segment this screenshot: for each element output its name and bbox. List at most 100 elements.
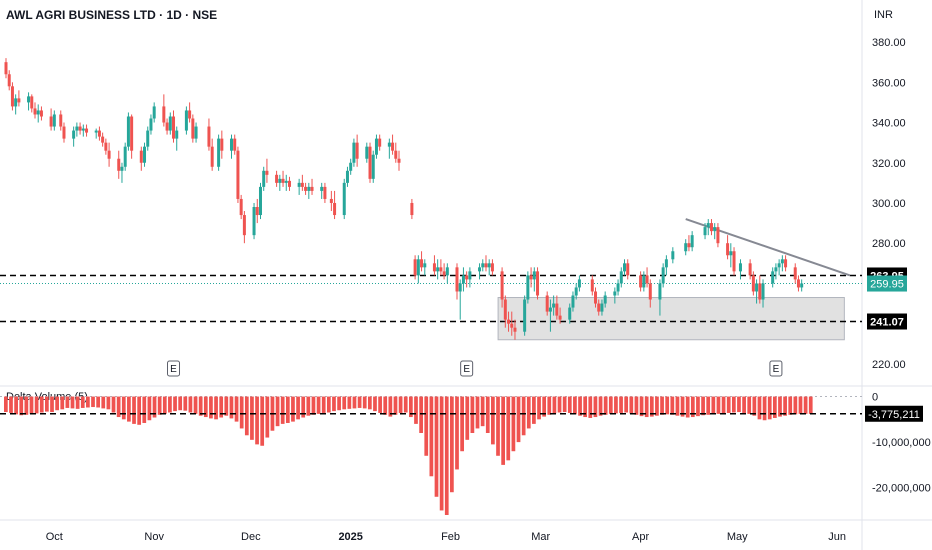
candle-body <box>416 259 420 276</box>
volume-bar <box>557 396 562 413</box>
candle-body <box>738 263 742 272</box>
candle-body <box>152 106 156 119</box>
volume-bar <box>224 396 229 416</box>
volume-bar <box>532 396 536 424</box>
candle-body <box>278 178 282 183</box>
volume-bar <box>573 396 577 415</box>
candle-body <box>233 138 237 151</box>
price-tick-label: 280.00 <box>872 238 906 250</box>
volume-bar <box>203 396 208 418</box>
volume-bar <box>460 396 464 452</box>
candle-body <box>796 279 800 288</box>
candle-body <box>713 227 717 232</box>
candle-body <box>552 303 556 308</box>
candle-body <box>4 62 8 75</box>
volume-bar <box>14 396 18 415</box>
volume-bar <box>296 396 300 420</box>
volume-bar <box>562 396 567 413</box>
volume-bar <box>378 396 382 413</box>
volume-bar <box>747 396 752 414</box>
volume-bar <box>275 396 280 427</box>
price-tick-label: 220.00 <box>872 359 906 371</box>
volume-bar <box>685 396 690 418</box>
volume-bar <box>619 396 623 413</box>
candle-body <box>793 267 797 280</box>
time-tick-label: Oct <box>46 531 63 543</box>
candle-body <box>323 186 327 199</box>
candle-body <box>255 207 259 216</box>
volume-bar <box>137 396 142 425</box>
candle-body <box>548 307 552 312</box>
candle-body <box>758 283 762 300</box>
volume-bar <box>767 396 772 420</box>
last-price-label-box <box>867 275 907 292</box>
volume-bar <box>772 396 777 418</box>
volume-bar <box>383 396 388 415</box>
candle-body <box>184 110 188 131</box>
volume-bar <box>409 396 413 418</box>
volume-bar <box>311 396 316 415</box>
candle-body <box>320 186 324 191</box>
volume-bar <box>321 396 326 413</box>
candle-body <box>468 271 472 280</box>
candle-body <box>175 130 179 139</box>
volume-bar <box>127 396 131 422</box>
candle-body <box>490 263 494 272</box>
volume-bar <box>39 396 44 413</box>
time-tick-label: Nov <box>144 531 164 543</box>
volume-bar <box>50 396 54 413</box>
volume-level-label-box <box>865 405 923 422</box>
candle-body <box>275 174 279 183</box>
symbol-name[interactable]: AWL AGRI BUSINESS LTD <box>6 8 156 22</box>
candle-body <box>297 182 301 187</box>
volume-bar <box>229 396 234 419</box>
candle-body <box>645 275 649 284</box>
candle-body <box>523 299 527 332</box>
candle-body <box>139 150 143 163</box>
candle-body <box>85 128 89 133</box>
candle-body <box>378 138 382 147</box>
time-tick-label: Dec <box>241 531 261 543</box>
candle-body <box>545 295 549 312</box>
time-tick-label: Jun <box>828 531 846 543</box>
volume-bar <box>721 396 726 414</box>
volume-bar <box>444 396 449 515</box>
candle-body <box>143 146 147 163</box>
volume-bar <box>439 396 444 511</box>
currency-label[interactable]: INR <box>874 9 893 21</box>
volume-bar <box>624 396 629 413</box>
volume-tick-label: -10,000,000 <box>872 437 931 449</box>
volume-bar <box>665 396 670 415</box>
candle-body <box>49 116 53 127</box>
candle-body <box>78 126 82 131</box>
volume-bar <box>132 396 136 424</box>
volume-bar <box>101 396 106 409</box>
volume-bar <box>455 396 459 470</box>
candle-body <box>194 126 198 139</box>
candle-body <box>126 116 130 147</box>
volume-bar <box>547 396 552 415</box>
candle-body <box>36 110 40 115</box>
candle-body <box>252 207 256 236</box>
interval[interactable]: 1D <box>166 8 182 22</box>
volume-bar <box>244 396 249 436</box>
volume-bar <box>742 396 746 413</box>
volume-tick-label: -20,000,000 <box>872 483 931 495</box>
volume-bar <box>265 396 270 438</box>
volume-bar <box>434 396 439 497</box>
volume-bar <box>193 396 198 414</box>
candle-body <box>732 251 736 272</box>
candle-body <box>642 275 646 288</box>
volume-bar <box>465 396 470 440</box>
candle-body <box>442 271 446 276</box>
volume-bar <box>567 396 572 413</box>
candle-body <box>52 114 56 127</box>
candle-body <box>27 96 31 103</box>
candle-body <box>349 162 353 171</box>
candle-body <box>368 146 372 179</box>
time-tick-label: 2025 <box>338 531 362 543</box>
volume-bar <box>301 396 306 418</box>
candle-body <box>242 215 246 236</box>
volume-bar <box>24 396 29 415</box>
